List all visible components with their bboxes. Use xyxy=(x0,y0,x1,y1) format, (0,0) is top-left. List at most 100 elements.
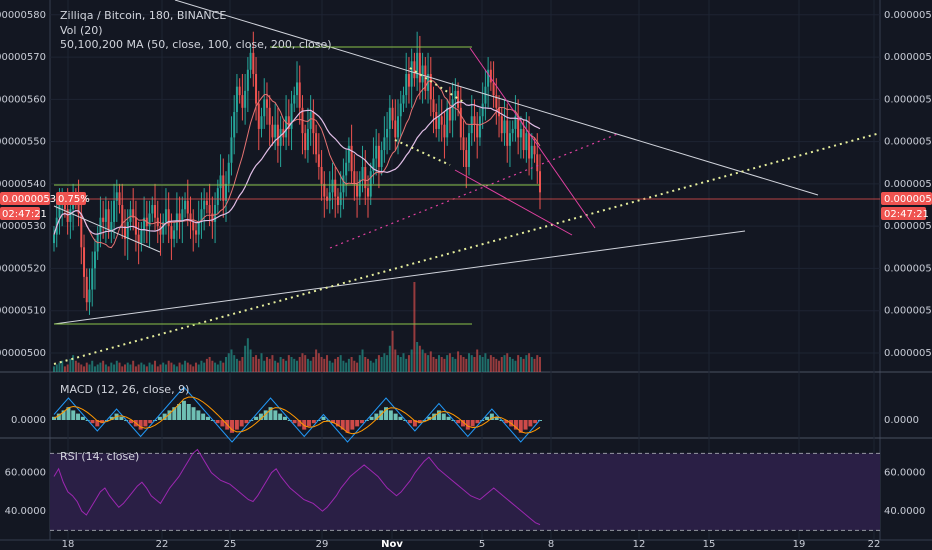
macd-histogram-bar xyxy=(321,416,326,420)
volume-bar xyxy=(484,353,487,372)
time-tick-label: 15 xyxy=(703,539,716,550)
macd-histogram-bar xyxy=(475,420,480,424)
candle-body xyxy=(173,230,176,239)
volume-bar xyxy=(184,360,187,372)
candle-body xyxy=(309,112,312,129)
volume-bar xyxy=(123,364,126,372)
candle-body xyxy=(468,133,471,167)
candle-body xyxy=(205,200,208,206)
candle-body xyxy=(350,145,353,172)
macd-histogram-bar xyxy=(215,420,220,424)
volume-bar xyxy=(282,358,285,372)
candle-body xyxy=(432,99,435,113)
volume-bar xyxy=(361,349,364,372)
macd-histogram-bar xyxy=(398,416,403,420)
candle-body xyxy=(391,107,394,121)
candle-body xyxy=(443,124,446,138)
volume-bar xyxy=(233,355,236,372)
candle-body xyxy=(416,52,419,79)
candle-body xyxy=(536,154,539,172)
candle-body xyxy=(287,116,290,129)
candle-body xyxy=(121,205,124,227)
volume-bar xyxy=(132,360,135,372)
countdown-tag-right xyxy=(881,207,926,220)
macd-histogram-bar xyxy=(282,416,287,420)
time-tick-label: 22 xyxy=(156,539,169,550)
pink-wedge-upper xyxy=(469,47,596,229)
candle-body xyxy=(429,73,432,100)
candle-body xyxy=(345,162,348,176)
volume-bar xyxy=(465,358,468,372)
volume-bar xyxy=(530,357,533,372)
candle-body xyxy=(517,116,520,138)
volume-bar xyxy=(405,358,408,372)
percent-change-tag xyxy=(56,192,86,205)
candle-body xyxy=(315,133,318,155)
last-price-tag-left xyxy=(0,192,50,205)
macd-histogram-bar xyxy=(461,420,466,427)
macd-histogram-bar xyxy=(374,413,379,420)
volume-bar xyxy=(459,355,462,372)
candle-body xyxy=(184,200,187,210)
volume-bar xyxy=(525,355,528,372)
volume-bar xyxy=(407,355,410,372)
dotted-support-line xyxy=(53,132,881,365)
candle-body xyxy=(528,133,531,159)
volume-bar xyxy=(197,364,200,372)
candle-body xyxy=(211,213,214,222)
time-tick-label: 29 xyxy=(316,539,329,550)
candle-body xyxy=(487,69,490,87)
macd-histogram-bar xyxy=(513,420,518,430)
candle-body xyxy=(304,133,307,151)
candle-body xyxy=(200,209,203,222)
candle-body xyxy=(405,73,408,96)
volume-bar xyxy=(462,357,465,372)
volume-bar xyxy=(446,355,449,372)
macd-histogram-bar xyxy=(157,416,162,420)
candle-body xyxy=(63,200,66,210)
candle-body xyxy=(410,61,413,87)
volume-bar xyxy=(285,360,288,372)
candle-body xyxy=(219,175,222,189)
candle-body xyxy=(402,95,405,104)
macd-histogram-bar xyxy=(56,413,61,420)
candle-body xyxy=(241,95,244,108)
macd-histogram-bar xyxy=(278,413,283,420)
macd-signal-line xyxy=(53,396,541,435)
volume-bar xyxy=(77,362,80,372)
macd-histogram-bar xyxy=(355,420,360,427)
volume-bar xyxy=(58,362,61,372)
volume-bar xyxy=(468,353,471,372)
macd-histogram-bar xyxy=(427,416,432,420)
volume-bar xyxy=(418,345,421,372)
candle-body xyxy=(413,61,416,79)
candle-body xyxy=(328,192,331,201)
volume-bar xyxy=(440,357,443,372)
candle-body xyxy=(107,209,110,231)
candle-body xyxy=(462,137,465,151)
volume-bar xyxy=(121,366,124,372)
macd-histogram-bar xyxy=(528,420,533,427)
candle-body xyxy=(66,209,69,222)
price-tick-left: 0.00000570 xyxy=(0,52,46,63)
candle-body xyxy=(227,162,230,184)
candle-body xyxy=(421,65,424,83)
candle-body xyxy=(69,209,72,222)
countdown-left: 02:47:21 xyxy=(2,209,47,220)
chart-title: Zilliqa / Bitcoin, 180, BINANCE xyxy=(60,9,227,22)
candle-body xyxy=(137,234,140,244)
volume-bar xyxy=(268,358,271,372)
candle-body xyxy=(140,230,143,244)
candle-body xyxy=(290,103,293,129)
candle-body xyxy=(230,137,233,163)
price-tick-right: 0.00000530 xyxy=(884,221,932,232)
volume-bar xyxy=(115,360,118,372)
macd-histogram-bar xyxy=(331,420,336,424)
candle-body xyxy=(91,268,94,290)
countdown-right: 02:47:21 xyxy=(884,209,929,220)
candle-body xyxy=(192,221,195,231)
candle-body xyxy=(115,192,118,201)
candle-body xyxy=(383,137,386,151)
volume-bar xyxy=(331,362,334,372)
